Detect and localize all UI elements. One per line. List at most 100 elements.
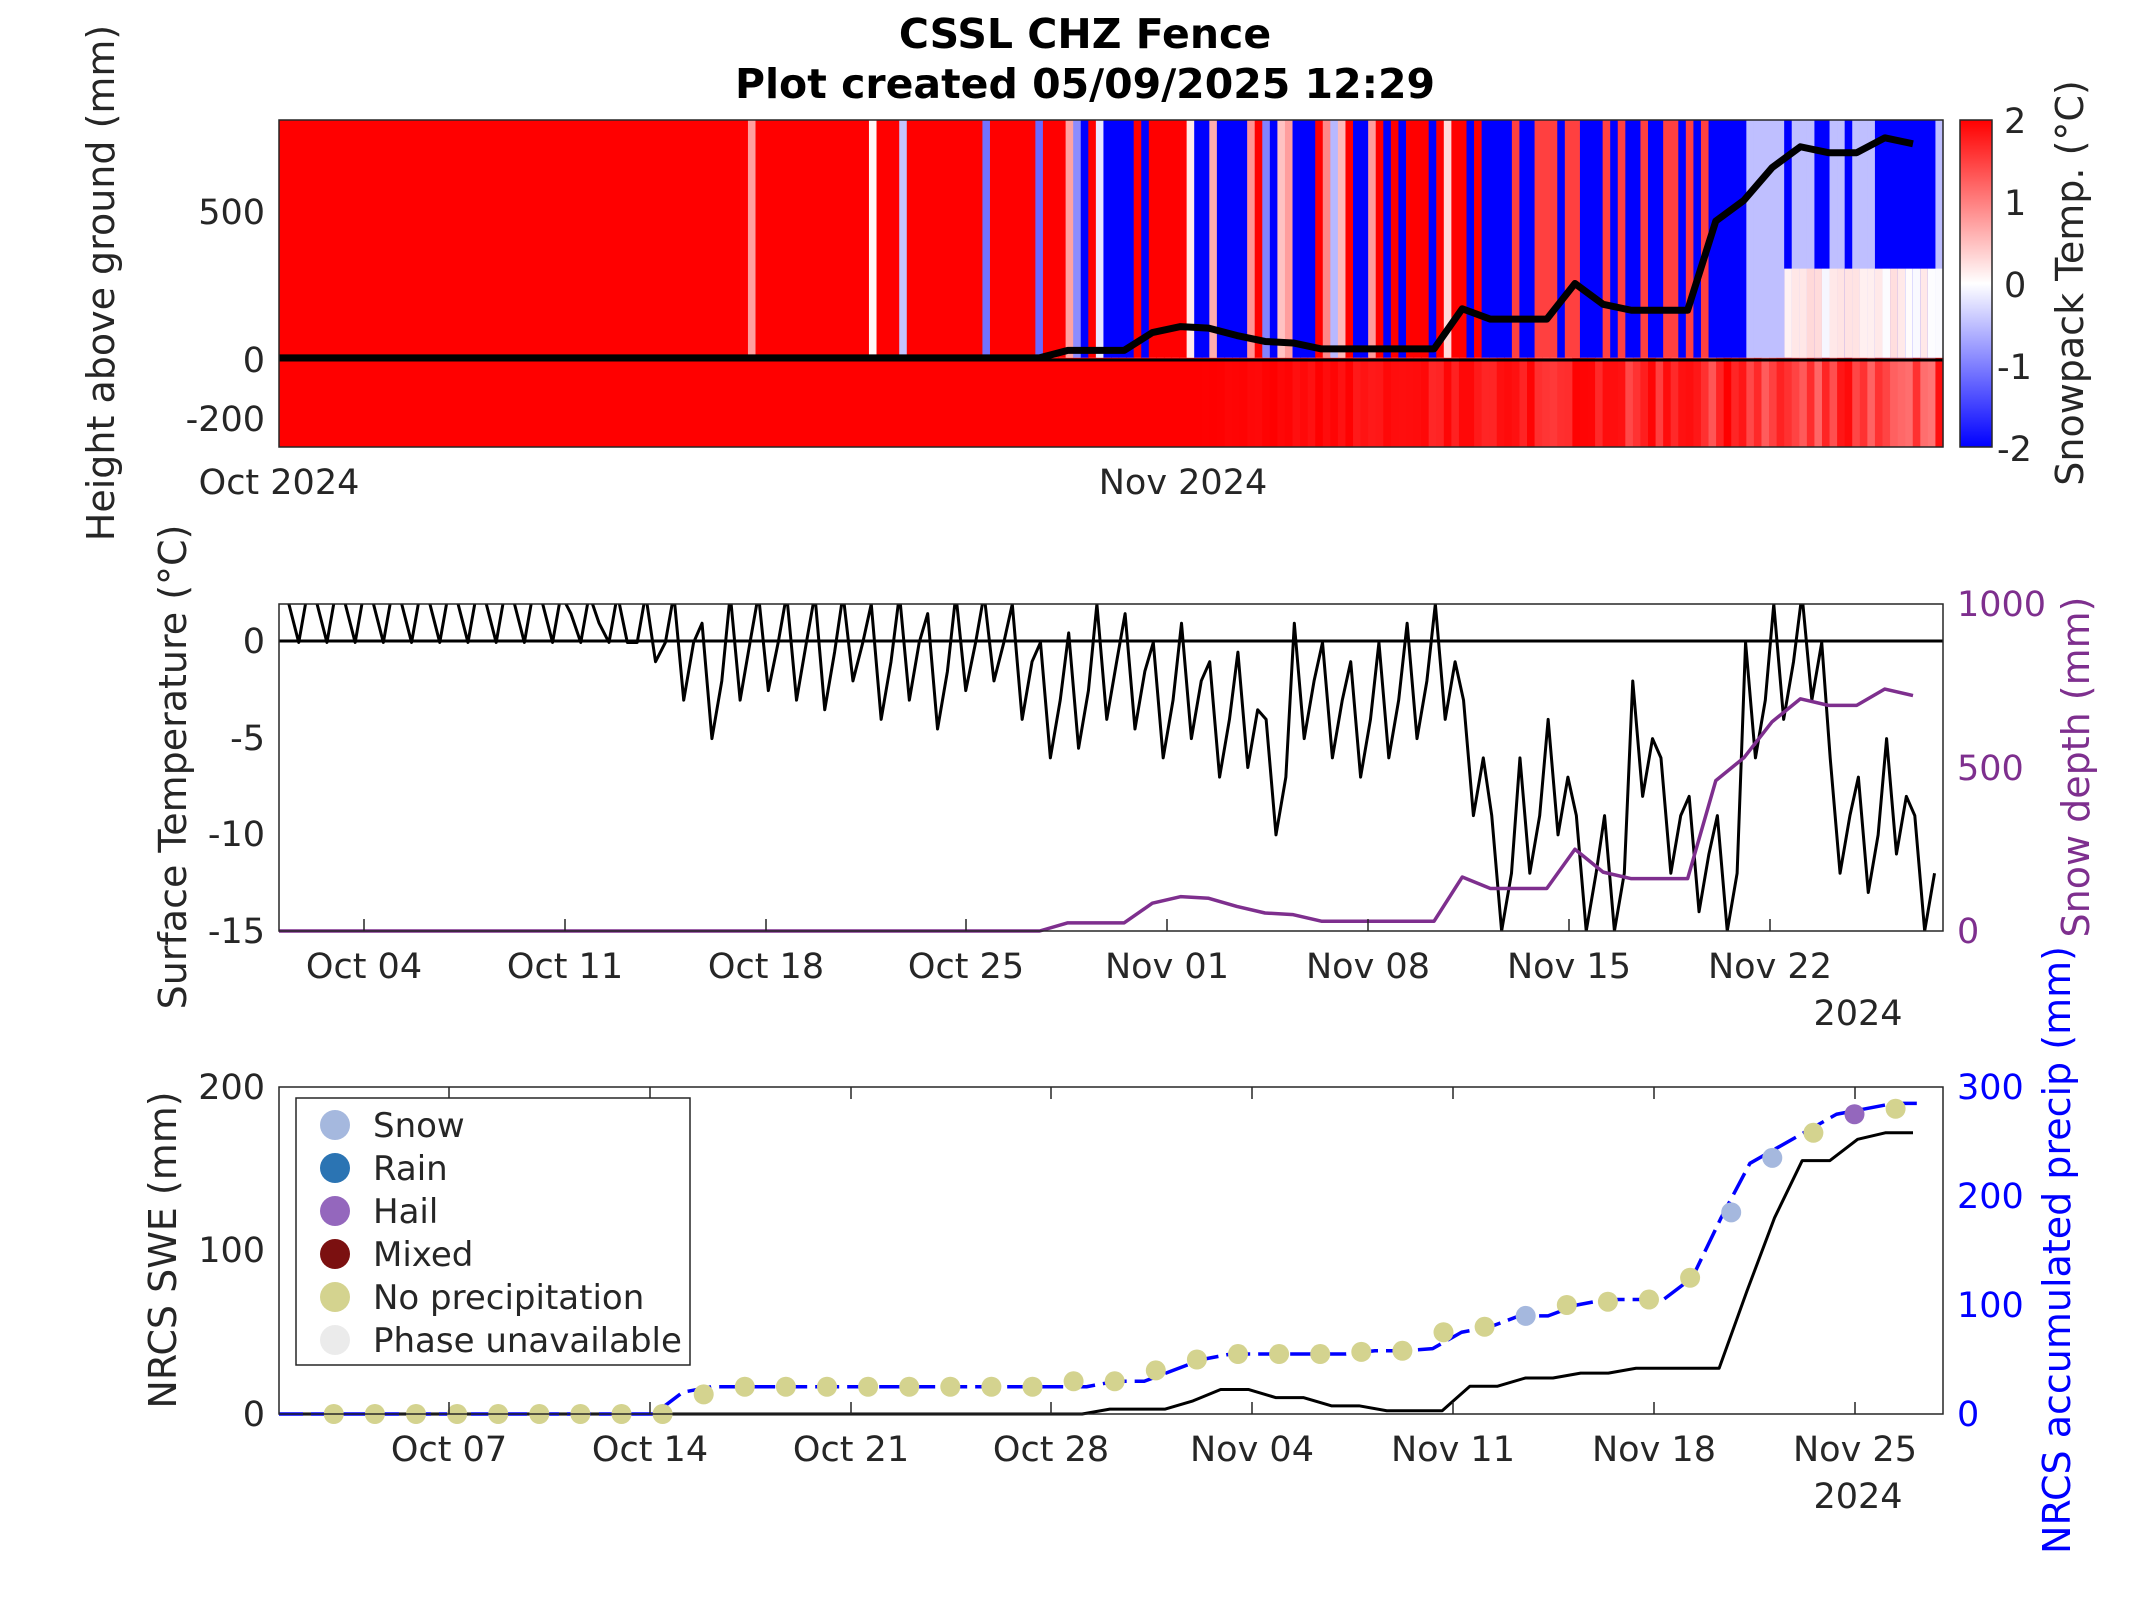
heatmap-cell-air	[747, 120, 757, 358]
heatmap-cell-ground	[823, 357, 832, 447]
heatmap-cell-air	[1905, 120, 1914, 358]
heatmap-cell-ground	[596, 357, 605, 447]
heatmap-cell-air	[853, 120, 862, 358]
heatmap-cell-air	[1685, 120, 1694, 358]
heatmap-cell-air	[1474, 120, 1483, 358]
heatmap-cell-air	[702, 120, 711, 358]
heatmap-cell-ground	[475, 357, 484, 447]
heatmap-cell-air	[1738, 120, 1747, 358]
heatmap-cell-air	[1103, 120, 1112, 358]
swe-ylabel: NRCS SWE (mm)	[141, 1091, 185, 1408]
heatmap-cell-ground	[1882, 357, 1891, 447]
phase-marker-no_precip	[1186, 1349, 1207, 1370]
heatmap-cell-ground	[604, 357, 613, 447]
heatmap-cell-air	[1890, 120, 1899, 358]
swe-x-year: 2024	[1813, 1477, 1902, 1517]
heatmap-cell-ground	[1118, 357, 1127, 447]
heatmap-cell-air	[339, 120, 348, 358]
heatmap-cell-snow	[1867, 268, 1876, 358]
swe-xtick-label: Nov 18	[1592, 1430, 1716, 1470]
heatmap-cell-ground	[1103, 357, 1112, 447]
heatmap-cell-ground	[392, 357, 401, 447]
heatmap-cell-ground	[294, 357, 303, 447]
legend-label-rain: Rain	[373, 1149, 448, 1189]
heatmap-cell-air	[619, 120, 628, 358]
heatmap-cell-ground	[1905, 357, 1914, 447]
heatmap-cell-ground	[1239, 357, 1248, 447]
phase-marker-snow	[1721, 1202, 1742, 1223]
heatmap-cell-ground	[1088, 357, 1097, 447]
heatmap-cell-ground	[785, 357, 794, 447]
heatmap-cell-ground	[1776, 357, 1785, 447]
heatmap-cell-air	[483, 120, 492, 358]
heatmap-cell-ground	[770, 357, 779, 447]
heatmap-cell-air	[1375, 120, 1384, 358]
heatmap-cell-air	[868, 120, 878, 358]
heatmap-cell-snow	[1837, 268, 1846, 358]
heatmap-cell-ground	[1587, 357, 1596, 447]
colorbar-tick-minus1: -1	[1997, 348, 2032, 388]
heatmap-cell-ground	[952, 357, 961, 447]
heatmap-cell-ground	[1791, 357, 1800, 447]
heatmap-cell-ground	[589, 357, 598, 447]
heatmap-cell-air	[384, 120, 394, 358]
heatmap-cell-snow	[1829, 268, 1838, 358]
heatmap-cell-air	[589, 120, 598, 358]
heatmap-cell-ground	[1738, 357, 1747, 447]
heatmap-cell-ground	[1073, 357, 1082, 447]
heatmap-cell-ground	[619, 357, 628, 447]
surface-temp-xticks: Oct 04 Oct 11 Oct 18 Oct 25 Nov 01 Nov 08 Nov …	[306, 919, 1832, 987]
heatmap-cell-ground	[1353, 357, 1362, 447]
heatmap-cell-ground	[437, 357, 446, 447]
heatmap-cell-ground	[1383, 357, 1392, 447]
heatmap-cell-air	[1216, 120, 1226, 358]
heatmap-cell-air	[1405, 120, 1415, 358]
heatmap-cell-ground	[309, 357, 318, 447]
heatmap-cell-air	[937, 120, 946, 358]
heatmap-cell-ground	[566, 357, 575, 447]
heatmap-cell-ground	[1663, 357, 1672, 447]
heatmap-cell-ground	[1549, 357, 1558, 447]
heatmap-cell-air	[1579, 120, 1589, 358]
heatmap-cell-ground	[1912, 357, 1921, 447]
heatmap-cell-ground	[1821, 357, 1831, 447]
heatmap-cell-air	[626, 120, 636, 358]
depth-ytick-1000: 1000	[1957, 585, 2046, 625]
phase-marker-no_precip	[1104, 1371, 1125, 1392]
precip-ylabel-text: NRCS accumulated precip (mm)	[2035, 946, 2079, 1554]
heatmap-cell-air	[695, 120, 704, 358]
heatmap-cell-ground	[1632, 357, 1642, 447]
heatmap-cell-ground	[1315, 357, 1324, 447]
heatmap-cell-ground	[1360, 357, 1369, 447]
phase-marker-no_precip	[1803, 1122, 1824, 1143]
heatmap-cell-air	[861, 120, 870, 358]
heatmap-cell-air	[400, 120, 409, 358]
heatmap-cell-snow	[1927, 268, 1937, 358]
heatmap-cell-air	[1663, 120, 1672, 358]
heatmap-cell-air	[1723, 120, 1732, 358]
heatmap-cell-air	[1020, 120, 1029, 358]
heatmap-cell-ground	[876, 357, 885, 447]
heatmap-cell-ground	[1345, 357, 1354, 447]
heatmap-cell-air	[1126, 120, 1135, 358]
heatmap-cell-air	[279, 120, 288, 358]
heatmap-cell-ground	[1670, 357, 1679, 447]
heatmap-cell-air	[1466, 120, 1475, 358]
precip-ytick-300: 300	[1957, 1068, 2024, 1108]
heatmap-cell-air	[407, 120, 416, 358]
heatmap-cell-ground	[384, 357, 394, 447]
phase-marker-no_precip	[734, 1376, 755, 1397]
heatmap-cell-air	[604, 120, 613, 358]
heatmap-cell-snow	[1874, 268, 1884, 358]
heatmap-cell-ground	[1572, 357, 1581, 447]
heatmap-cell-air	[1821, 120, 1831, 358]
heatmap-cell-air	[566, 120, 575, 358]
heatmap-cell-air	[1549, 120, 1558, 358]
heatmap-cell-air	[1050, 120, 1059, 358]
temp-ytick-minus5: -5	[230, 719, 265, 759]
heatmap-cell-ground	[1542, 357, 1551, 447]
heatmap-cell-air	[551, 120, 560, 358]
heatmap-cell-ground	[906, 357, 915, 447]
heatmap-cell-ground	[937, 357, 946, 447]
